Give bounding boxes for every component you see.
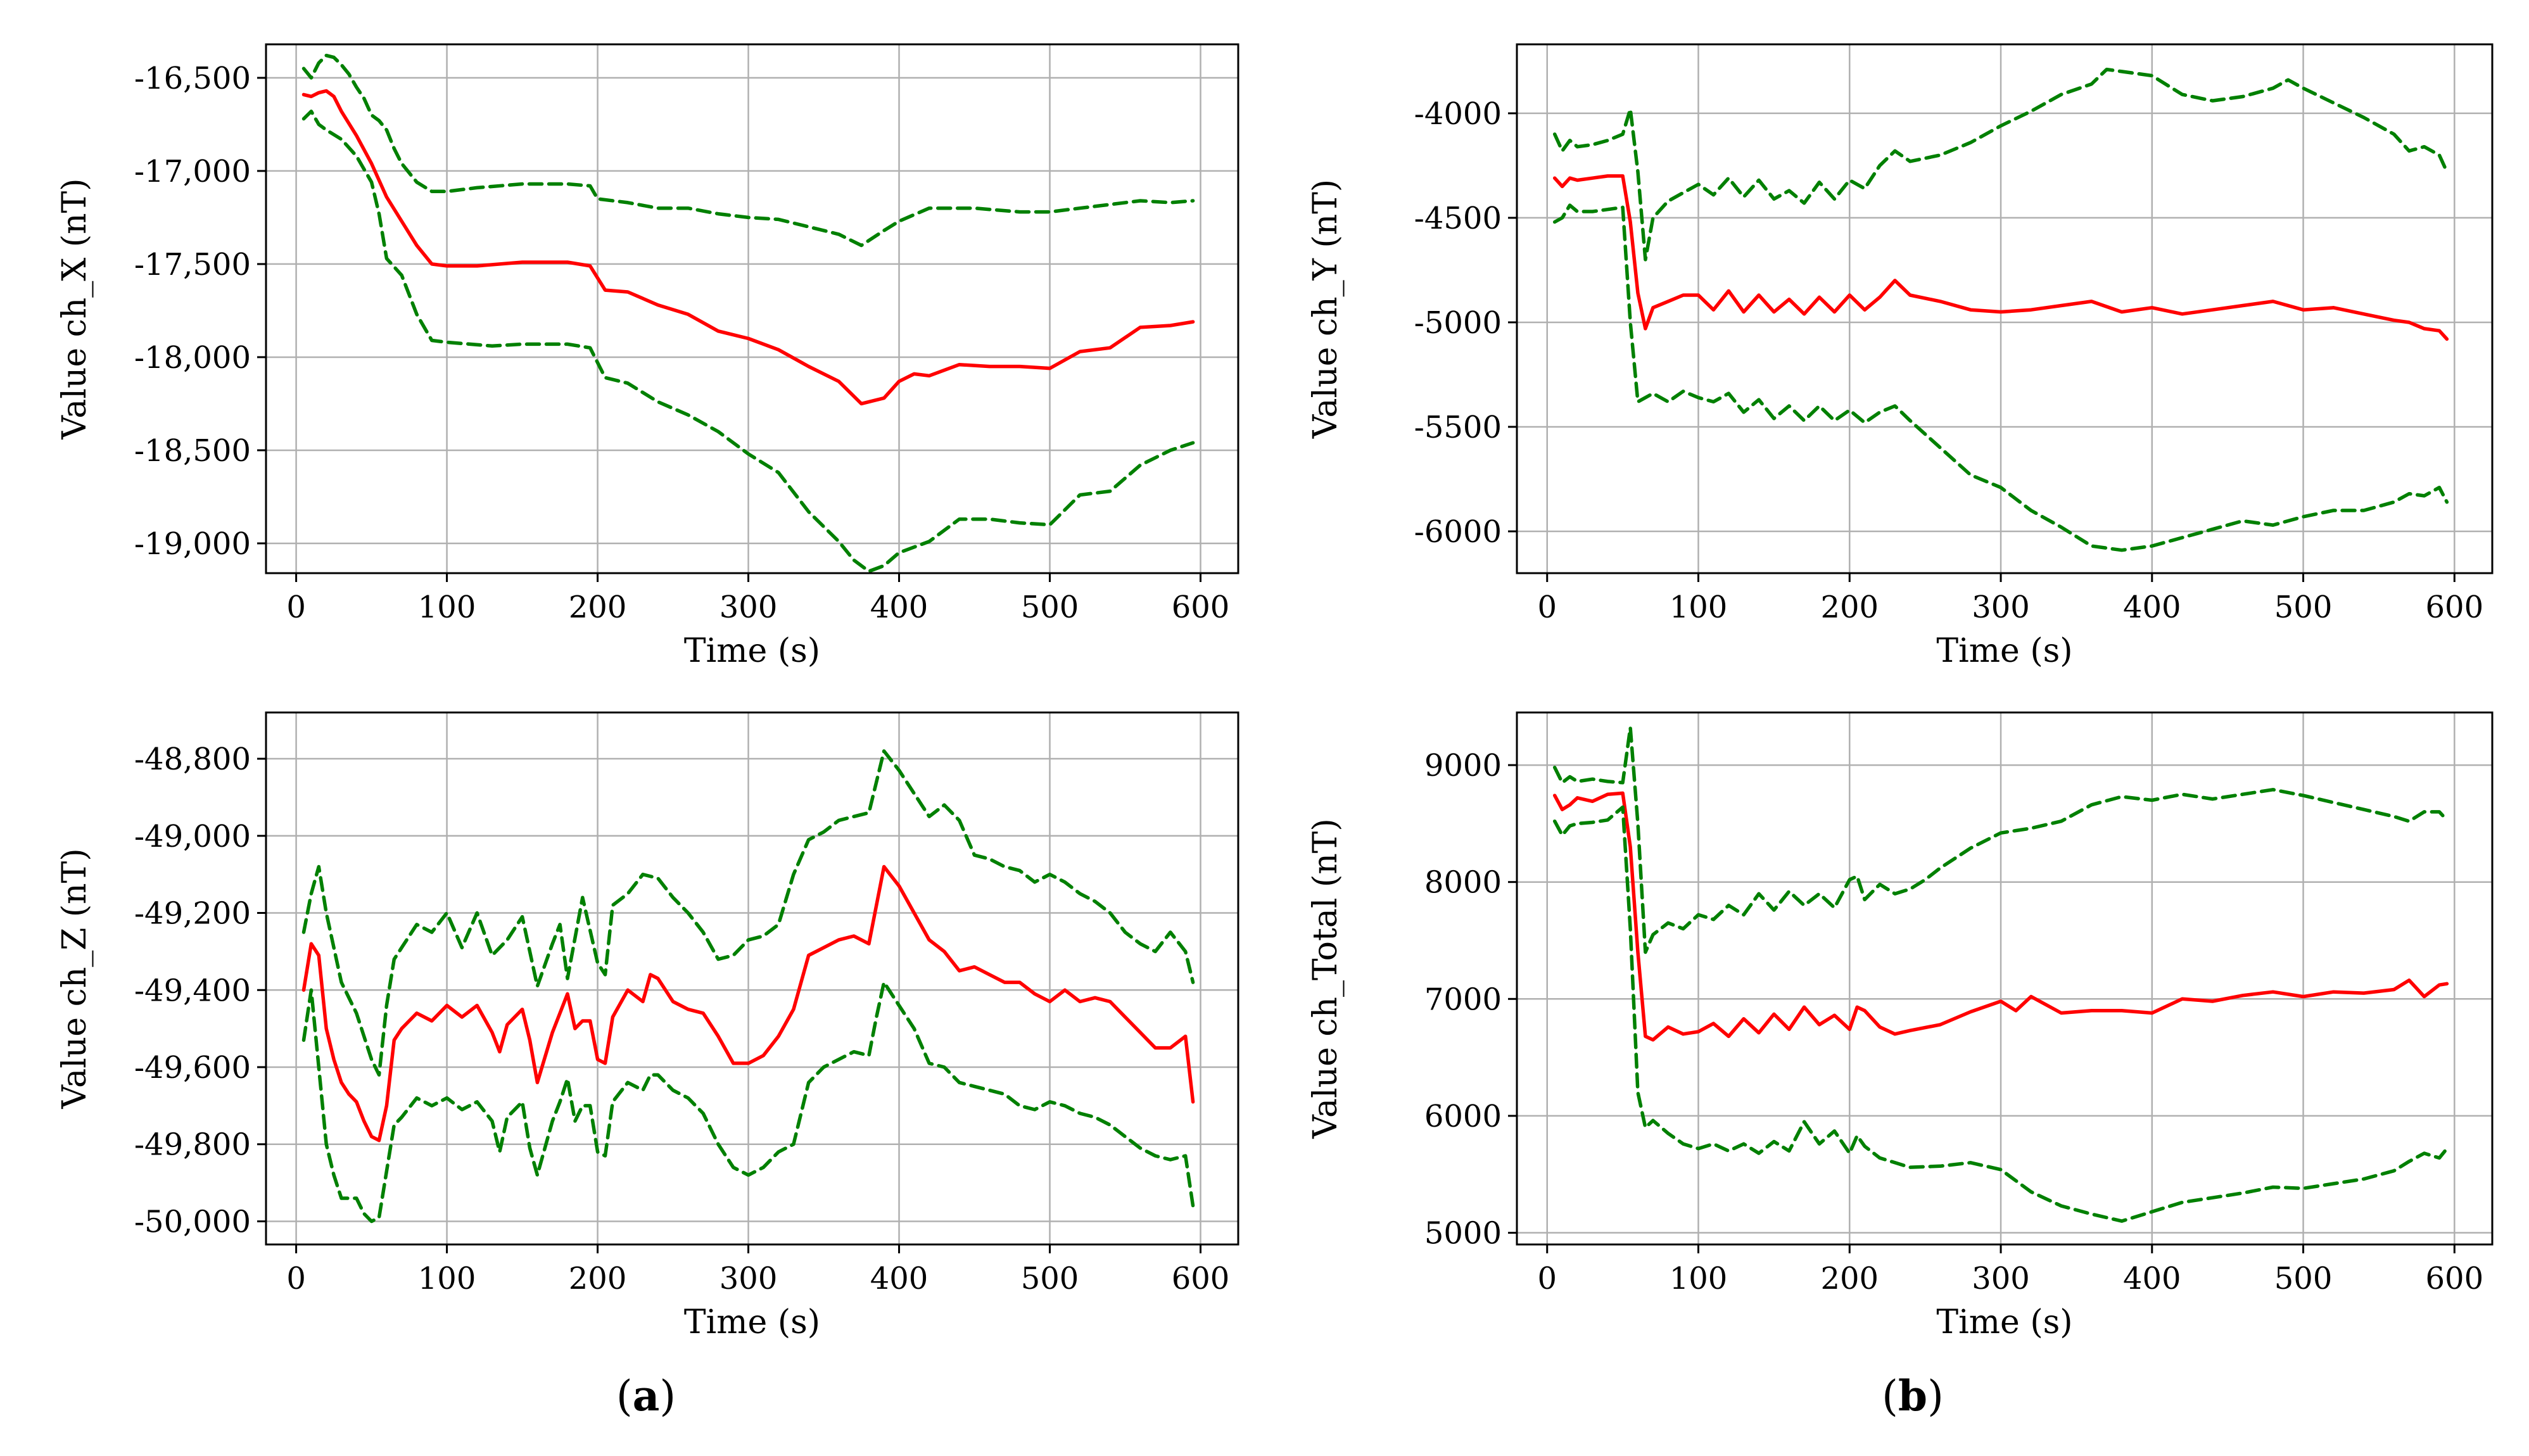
x-tick-label: 0 [286,1261,306,1296]
y-tick-label: -4000 [1414,96,1502,132]
panel-caption-b: (b) [1849,1371,1976,1421]
x-tick-label: 200 [569,1261,627,1296]
y-tick-label: 5000 [1424,1216,1502,1251]
y-axis-label: Value ch_X (nT) [56,178,94,440]
y-tick-label: -16,500 [134,61,251,96]
x-tick-label: 400 [2123,590,2181,625]
x-tick-label: 300 [1972,1261,2030,1296]
y-tick-label: -49,400 [134,973,251,1008]
series-lower-line [1552,805,2449,1223]
y-tick-label: -49,600 [134,1050,251,1086]
series-mean-line [1552,791,2449,1042]
series-upper-line [1552,726,2449,954]
x-tick-label: 200 [569,590,627,625]
y-tick-label: -5500 [1414,410,1502,445]
caption-label: b [1898,1371,1928,1421]
x-tick-label: 500 [2274,1261,2333,1296]
x-tick-label: 0 [286,590,306,625]
y-tick-label: -49,800 [134,1127,251,1163]
caption-close-paren: ) [659,1372,676,1421]
chart-ch-y: 0 100 200 300 400 500 600 -4000 -4500 -5000 -5500 -… [1307,43,2494,670]
series-mean-line [301,89,1195,406]
series-upper-line [301,53,1195,248]
x-axis-label: Time (s) [1936,1303,2072,1341]
x-tick-label: 600 [1172,590,1230,625]
y-tick-label: -18,500 [134,433,251,469]
y-tick-label: -4500 [1414,201,1502,236]
x-tick-label: 100 [1670,590,1728,625]
x-tick-label: 200 [1820,590,1879,625]
x-axis-label: Time (s) [684,1303,820,1341]
series-upper-line [301,749,1195,1077]
x-tick-label: 300 [1972,590,2030,625]
x-tick-label: 500 [1021,590,1079,625]
y-axis-label: Value ch_Y (nT) [1307,179,1345,439]
y-tick-label: -17,000 [134,154,251,189]
y-tick-label: -50,000 [134,1204,251,1239]
chart-ch-total: 0 100 200 300 400 500 600 5000 6000 7000 8000 9000 T… [1307,711,2494,1341]
x-tick-label: 200 [1820,1261,1879,1296]
y-tick-label: 6000 [1424,1099,1502,1134]
y-tick-label: 7000 [1424,982,1502,1017]
y-tick-label: -17,500 [134,247,251,282]
x-tick-label: 400 [870,590,929,625]
x-tick-label: 100 [418,1261,476,1296]
series-lower-line [301,980,1195,1224]
x-tick-label: 100 [418,590,476,625]
caption-open-paren: ( [1882,1372,1898,1421]
panel-caption-a: (a) [583,1371,709,1421]
y-tick-label: -6000 [1414,514,1502,550]
x-tick-label: 0 [1537,590,1557,625]
x-tick-label: 0 [1537,1261,1557,1296]
chart-ch-x: 0 100 200 300 400 500 600 -16,500 -17,000 -17,500… [56,43,1239,670]
series-mean-line [301,864,1195,1143]
y-tick-label: -48,800 [134,742,251,777]
caption-label: a [632,1371,660,1421]
plot-frame [1516,711,2494,1246]
x-axis-label: Time (s) [1936,632,2072,670]
y-axis-label: Value ch_Z (nT) [56,848,94,1109]
x-tick-label: 600 [2425,590,2483,625]
caption-open-paren: ( [616,1372,633,1421]
x-tick-label: 400 [870,1261,929,1296]
y-tick-label: 9000 [1424,748,1502,783]
y-tick-label: 8000 [1424,865,1502,901]
x-tick-label: 600 [1172,1261,1230,1296]
y-tick-label: -5000 [1414,305,1502,341]
plot-frame [1516,43,2494,574]
x-tick-label: 300 [719,590,778,625]
x-tick-label: 500 [2274,590,2333,625]
x-tick-label: 400 [2123,1261,2181,1296]
series-lower-line [301,110,1195,573]
x-tick-label: 100 [1670,1261,1728,1296]
x-axis-label: Time (s) [684,632,820,670]
y-tick-label: -19,000 [134,526,251,562]
plot-frame [265,43,1239,574]
series-lower-line [1552,203,2449,552]
y-tick-label: -49,200 [134,896,251,932]
caption-close-paren: ) [1927,1372,1944,1421]
series-upper-line [1552,67,2449,262]
x-tick-label: 300 [719,1261,778,1296]
y-axis-label: Value ch_Total (nT) [1307,818,1345,1139]
y-tick-label: -49,000 [134,819,251,854]
y-tick-label: -18,000 [134,340,251,376]
chart-ch-z: 0 100 200 300 400 500 600 -48,800 -49,000 -49,200… [56,711,1239,1341]
plot-frame [265,711,1239,1246]
series-mean-line [1552,174,2449,341]
x-tick-label: 500 [1021,1261,1079,1296]
x-tick-label: 600 [2425,1261,2483,1296]
